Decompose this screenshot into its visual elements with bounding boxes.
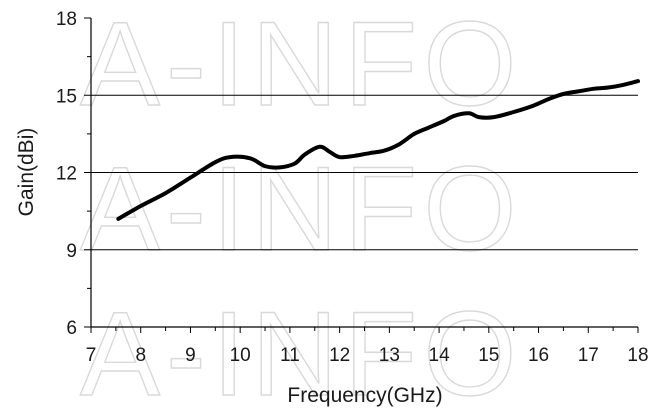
y-tick-label: 15 [56, 86, 77, 107]
x-tick-label: 11 [280, 345, 300, 366]
x-tick-label: 13 [379, 345, 400, 366]
y-tick-label: 12 [56, 164, 77, 185]
watermark-text-middle: A-INFO [80, 142, 523, 276]
x-axis-title: Frequency(GHz) [287, 384, 442, 407]
x-tick-label: 18 [627, 345, 648, 366]
x-tick-label: 8 [135, 345, 146, 366]
x-tick-label: 16 [528, 345, 549, 366]
x-tick-label: 17 [578, 345, 599, 366]
x-tick-label: 7 [86, 345, 97, 366]
axis-layer: 6 9 12 15 18 7 8 9 10 11 12 13 14 15 16 17 18 [56, 9, 649, 366]
y-tick-label: 18 [56, 9, 77, 30]
y-tick-label: 9 [66, 241, 77, 262]
watermark-text-bottom: A-INFO [80, 287, 523, 414]
watermark: A-INFO A-INFO A-INFO [79, 0, 523, 419]
x-tick-label: 15 [478, 345, 499, 366]
watermark-text-top: A-INFO [80, 0, 523, 131]
x-tick-label: 14 [429, 345, 451, 366]
y-tick-label: 6 [66, 318, 77, 339]
x-tick-label: 10 [230, 345, 251, 366]
x-tick-label: 12 [329, 345, 350, 366]
x-tick-label: 9 [185, 345, 196, 366]
gain-series-line-0 [116, 79, 640, 221]
grid-layer [91, 94, 638, 251]
series-layer [116, 79, 640, 221]
y-axis-title: Gain(dBi) [15, 128, 38, 217]
label-layer: Frequency(GHz) Gain(dBi) [15, 128, 443, 407]
